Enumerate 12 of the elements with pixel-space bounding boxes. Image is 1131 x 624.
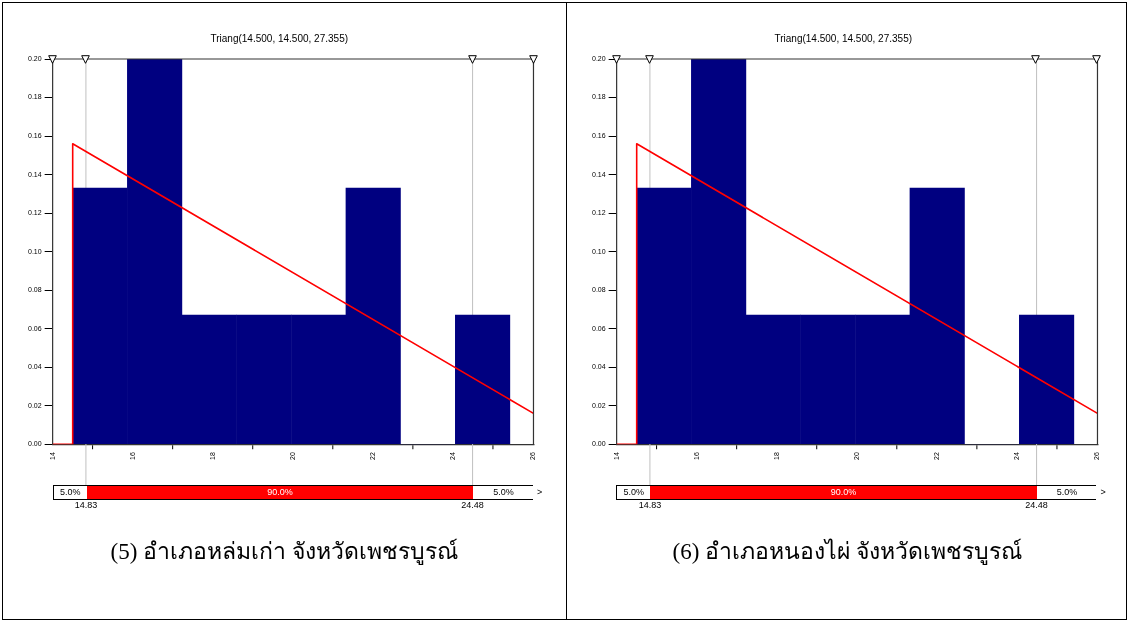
percentile-strip: 5.0% 90.0% 5.0%: [52, 485, 533, 500]
text: (5) อำเภอหล่มเก่า จังหวัดเพชรบูรณ์: [109, 537, 459, 567]
percentile-strip: 5.0% 90.0% 5.0%: [616, 485, 1097, 500]
text: >: [1100, 487, 1106, 498]
ref-line-label: 14.83: [74, 499, 98, 510]
ref-line-label: 14.83: [638, 499, 661, 510]
chart-title: Triang(14.500, 14.500, 27.355): [210, 32, 349, 44]
ref-line-label: 24.48: [461, 499, 484, 510]
ref-line-label: 24.48: [1024, 499, 1048, 510]
text: >: [537, 487, 543, 498]
text: (6) อำเภอหนองไผ่ จังหวัดเพชรบูรณ์: [671, 537, 1023, 567]
chart-title: Triang(14.500, 14.500, 27.355): [773, 32, 912, 44]
